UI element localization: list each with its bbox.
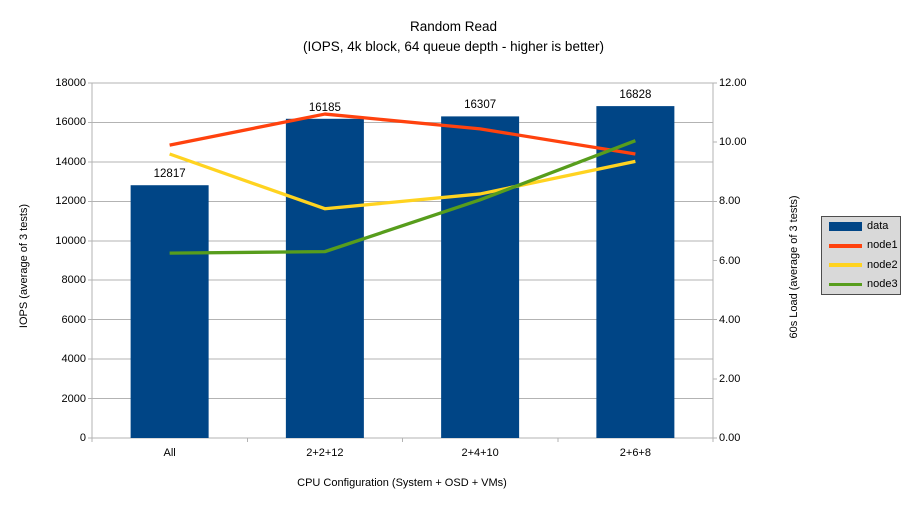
left-axis-tick-label: 8000 <box>61 274 86 287</box>
x-axis-title: CPU Configuration (System + OSD + VMs) <box>297 477 507 489</box>
bar-value-label: 16185 <box>308 101 341 114</box>
line-node2 <box>169 152 636 211</box>
legend-label-node1: node1 <box>867 239 898 252</box>
bar-value-label: 16828 <box>619 89 652 102</box>
category-label-2+6+8: 2+6+8 <box>619 447 651 459</box>
legend-swatch-node3 <box>829 282 862 287</box>
category-label-All: All <box>163 447 176 459</box>
legend-label-node2: node2 <box>867 258 898 271</box>
legend-item-node1: node1 <box>829 236 900 255</box>
legend-swatch-data <box>829 222 862 232</box>
line-node1 <box>169 112 636 156</box>
category-label-2+2+12: 2+2+12 <box>306 447 344 459</box>
right-axis-tick-label: 8.00 <box>719 195 741 208</box>
right-axis-tick-label: 4.00 <box>719 313 741 326</box>
line-node3 <box>169 139 636 255</box>
right-axis-tick-label: 10.00 <box>719 136 747 149</box>
bar-value-label: 12817 <box>153 168 186 181</box>
right-axis-tick-label: 12.00 <box>719 77 747 89</box>
legend-item-data: data <box>829 217 900 236</box>
category-label-2+4+10: 2+4+10 <box>461 447 499 459</box>
bar-2+4+10 <box>441 116 520 439</box>
right-axis-tick-label: 2.00 <box>719 372 741 385</box>
right-axis-title: 60s Load (average of 3 tests) <box>788 195 800 339</box>
legend-label-data: data <box>867 220 889 233</box>
left-axis-tick-label: 18000 <box>55 77 86 89</box>
legend-swatch-node2 <box>829 263 862 267</box>
left-axis-title: IOPS (average of 3 tests) <box>18 203 30 329</box>
legend: data node1 node2 node3 <box>821 216 901 295</box>
bar-value-label: 16307 <box>464 99 497 112</box>
right-axis-tick-label: 0.00 <box>719 432 741 444</box>
right-axis-tick-label: 6.00 <box>719 254 741 267</box>
bar-2+6+8 <box>596 106 675 438</box>
left-axis-tick-label: 0 <box>79 432 86 444</box>
legend-item-node3: node3 <box>829 275 900 294</box>
legend-item-node2: node2 <box>829 256 900 275</box>
chart-title-block: Random Read (IOPS, 4k block, 64 queue de… <box>0 17 907 57</box>
left-axis-tick-label: 14000 <box>55 155 86 168</box>
left-axis-tick-label: 16000 <box>55 116 86 129</box>
legend-label-node3: node3 <box>867 277 898 290</box>
chart-title: Random Read <box>409 19 498 34</box>
bar-All <box>130 185 209 438</box>
left-axis-tick-label: 6000 <box>61 313 86 326</box>
chart-subtitle: (IOPS, 4k block, 64 queue depth - higher… <box>303 39 604 54</box>
left-axis-tick-label: 12000 <box>55 195 86 208</box>
legend-swatch-node1 <box>829 244 862 248</box>
left-axis-tick-label: 10000 <box>55 234 86 247</box>
left-axis-tick-label: 2000 <box>61 392 86 405</box>
bar-2+2+12 <box>285 118 364 438</box>
left-axis-tick-label: 4000 <box>61 353 86 366</box>
